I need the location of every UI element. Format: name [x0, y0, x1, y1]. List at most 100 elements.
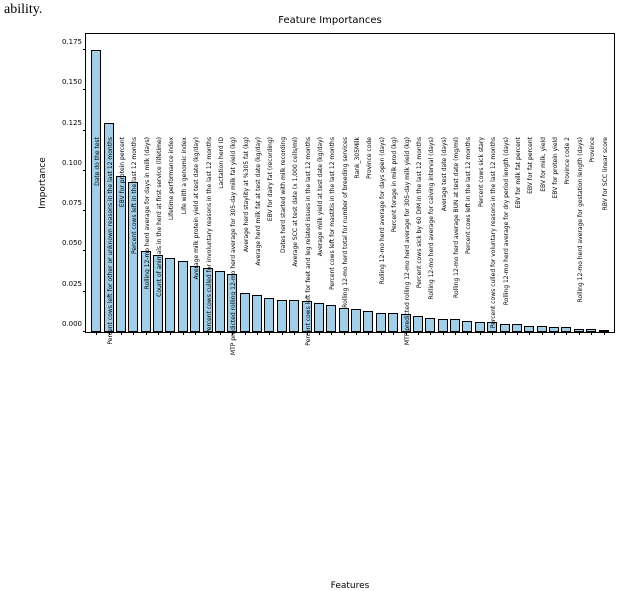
y-tick-label: 0.025 [62, 280, 82, 288]
x-tick-label: Percent cows sick stary [478, 137, 485, 337]
x-tick-label: Percent cows culled for voluntary reason… [490, 137, 497, 337]
x-tick-label: MTP predicted rolling 12-mo herd average… [404, 137, 411, 337]
bar-slot: MTP predicted rolling 12-mo herd average… [399, 34, 411, 332]
x-tick-label: Percent cows left in the last 12 months [131, 137, 138, 337]
y-tick-label: 0.175 [62, 38, 82, 46]
x-tick-label: RBV for SCC linear score [602, 137, 609, 337]
bar-slot: Rolling 12-mo herd average for calving i… [424, 34, 436, 332]
bar-slot: Rolling 12-mo herd average for gestation… [573, 34, 585, 332]
bar-slot: Province code 2 [560, 34, 572, 332]
y-tick [83, 210, 86, 211]
y-tick [83, 130, 86, 131]
x-tick-label: Dates herd started with milk recording [280, 137, 287, 337]
bar-slot: Rolling 12-mo herd average for dry perio… [498, 34, 510, 332]
bar-slot: Rolling 12-mo herd average for days open… [375, 34, 387, 332]
bar-slot: EBV for protein percent [115, 34, 127, 332]
bar-slot: Percent cows culled for voluntary reason… [486, 34, 498, 332]
bar-slot: Province code [362, 34, 374, 332]
bar-slot: Percent cows left in the last 12 months [461, 34, 473, 332]
bar-slot: Rolling 12-mo herd total for number of b… [338, 34, 350, 332]
bar-slot: Percent cows sick by 60 DIM in the last … [412, 34, 424, 332]
x-tick-label: Province code 2 [564, 137, 571, 337]
bar-slot: Dates herd started with milk recording [276, 34, 288, 332]
x-tick-label: Count of animals in the herd at first se… [156, 137, 163, 337]
x-tick-label: Average test date (days) [441, 137, 448, 337]
bar-slot: Count of animals in the herd at first se… [152, 34, 164, 332]
x-tick-label: Percent cows left for other or unknown r… [107, 137, 114, 337]
bar-slot: Percent forage in milk prod (kg) [387, 34, 399, 332]
x-tick-label: Percent cows left for feet and leg relat… [305, 137, 312, 337]
y-tick-label: 0.150 [62, 78, 82, 86]
x-tick-label: Percent cows sick by 60 DIM in the last … [416, 137, 423, 337]
bar-slot: Rank_305Milk [350, 34, 362, 332]
y-tick [83, 291, 86, 292]
bar-slot: EBV for milk, yield [536, 34, 548, 332]
x-tick-label: Percent forage in milk prod (kg) [391, 137, 398, 337]
bar-slot: Average test date (days) [437, 34, 449, 332]
feature-importance-chart: Feature Importances Importance Date do t… [35, 15, 625, 535]
bar-slot: RBV for SCC linear score [597, 34, 609, 332]
x-tick-label: EBV for fat percent [527, 137, 534, 337]
x-tick-label: Average SCC at test date (x 1,000 cells/… [292, 137, 299, 337]
bar-slot: Percent cows left for mastitis in the la… [325, 34, 337, 332]
x-tick-label: Rolling 12-mo herd average BUN at test d… [453, 137, 460, 337]
bar-slot: Percent cows left for feet and leg relat… [300, 34, 312, 332]
bar-slot: Percent cows left for other or unknown r… [102, 34, 114, 332]
bar-slot: Percent cows culled for involuntary reas… [201, 34, 213, 332]
x-tick-label: Date do the test [94, 137, 101, 337]
y-tick [83, 250, 86, 251]
x-tick-label: Lifetime performance index [168, 137, 175, 337]
bar-slot: Rolling 12-mo herd average BUN at test d… [449, 34, 461, 332]
x-tick-label: MTP predicted rolling 12-mo herd average… [230, 137, 237, 337]
x-axis-label: Features [85, 581, 615, 591]
x-tick-label: EBV for protein yield [552, 137, 559, 337]
x-tick-label: Rolling 12-mo herd average for days in m… [144, 137, 151, 337]
x-tick-label: Percent cows left in the last 12 months [465, 137, 472, 337]
x-tick-label: Percent cows culled for involuntary reas… [206, 137, 213, 337]
x-tick-label: Average herd staylity at %305 fat (kg) [243, 137, 250, 337]
x-tick-label: EBV for dairy fat (recording) [267, 137, 274, 337]
y-tick [83, 170, 86, 171]
bar-slot: Lactation herd ID [214, 34, 226, 332]
bar-slot: Percent cows left in the last 12 months [127, 34, 139, 332]
bar-slot: Average herd milk fat at test date (kg/d… [251, 34, 263, 332]
x-tick-label: EBV for protein percent [119, 137, 126, 337]
y-axis-label: Importance [37, 33, 49, 333]
y-tick-label: 0.100 [62, 159, 82, 167]
y-tick-label: 0.000 [62, 320, 82, 328]
y-tick-label: 0.075 [62, 199, 82, 207]
y-tick-label: 0.050 [62, 239, 82, 247]
x-tick-label: Average milk protein yield at test date … [193, 137, 200, 337]
x-tick-label: Rolling 12-mo herd average for calving i… [428, 137, 435, 337]
x-tick-label: Province [589, 137, 596, 337]
bars-container: Date do the testPercent cows left for ot… [86, 34, 614, 332]
bar-slot: Average herd staylity at %305 fat (kg) [239, 34, 251, 332]
x-tick-label: Average herd milk fat at test date (kg/d… [255, 137, 262, 337]
x-tick-label: Lactation herd ID [218, 137, 225, 337]
chart-title: Feature Importances [35, 15, 625, 26]
bar-slot: Province [585, 34, 597, 332]
bar-slot: EBV for protein yield [548, 34, 560, 332]
x-tick-label: Rolling 12-mo herd total for number of b… [342, 137, 349, 337]
plot-area: Date do the testPercent cows left for ot… [85, 33, 615, 333]
x-tick-label: Percent cows left for mastitis in the la… [329, 137, 336, 337]
x-tick-label: Rolling 12-mo herd average for gestation… [577, 137, 584, 337]
x-tick-label: Rolling 12-mo herd average for days open… [379, 137, 386, 337]
x-tick-label: Province code [366, 137, 373, 337]
y-tick [83, 49, 86, 50]
bar-slot: EBV for fat percent [523, 34, 535, 332]
x-tick-label: Average milk yield at test date (kg/day) [317, 137, 324, 337]
bar-slot: EBV for milk fat percent [511, 34, 523, 332]
bar-slot: Average SCC at test date (x 1,000 cells/… [288, 34, 300, 332]
bar-slot: MTP predicted rolling 12-mo herd average… [226, 34, 238, 332]
bar-slot: Average milk yield at test date (kg/day) [313, 34, 325, 332]
bar-slot: Percent cows sick stary [474, 34, 486, 332]
y-tick-label: 0.125 [62, 119, 82, 127]
bar-slot: Rolling 12-mo herd average for days in m… [140, 34, 152, 332]
x-tick-label: Life with a genomic index [181, 137, 188, 337]
x-tick-label: EBV for milk fat percent [515, 137, 522, 337]
bar-slot: Date do the test [90, 34, 102, 332]
bar-slot: Lifetime performance index [164, 34, 176, 332]
bar-slot: EBV for dairy fat (recording) [263, 34, 275, 332]
x-tick-label: EBV for milk, yield [540, 137, 547, 337]
